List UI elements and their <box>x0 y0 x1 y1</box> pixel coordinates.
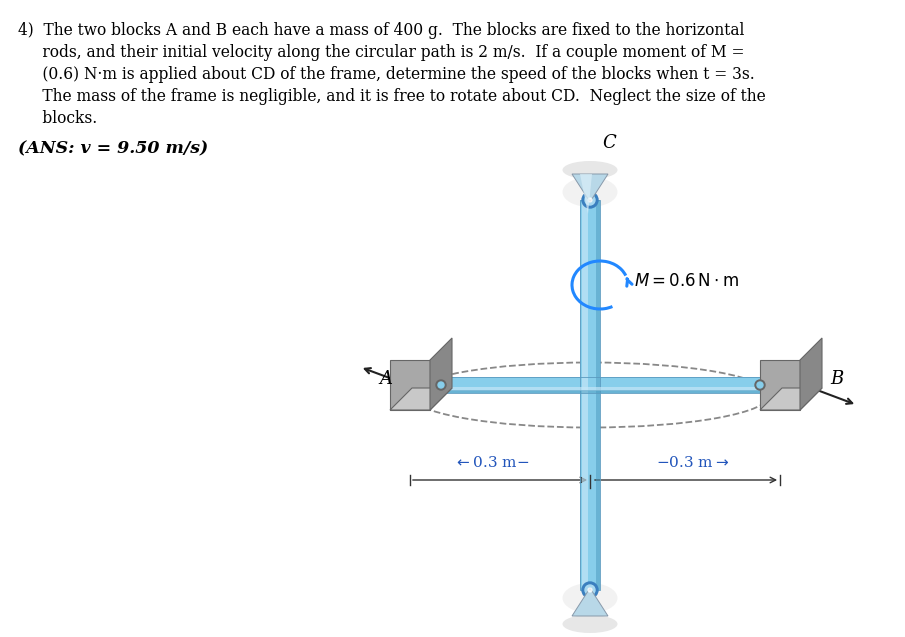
Polygon shape <box>572 588 608 616</box>
Bar <box>596 200 600 590</box>
Circle shape <box>588 198 592 202</box>
Circle shape <box>585 585 595 595</box>
Ellipse shape <box>563 583 617 613</box>
Text: (ANS: v = 9.50 m/s): (ANS: v = 9.50 m/s) <box>18 140 208 157</box>
Text: A: A <box>379 370 392 388</box>
Circle shape <box>755 380 765 390</box>
Bar <box>390 360 430 410</box>
Bar <box>760 360 800 410</box>
Text: B: B <box>830 370 843 388</box>
Polygon shape <box>760 388 822 410</box>
Text: C: C <box>602 134 615 152</box>
Bar <box>430 390 760 393</box>
Polygon shape <box>580 174 592 214</box>
Bar <box>580 200 600 590</box>
Bar <box>580 200 600 590</box>
Ellipse shape <box>563 615 617 633</box>
Ellipse shape <box>563 161 617 179</box>
Polygon shape <box>800 338 822 410</box>
Text: blocks.: blocks. <box>18 110 97 127</box>
Text: $\leftarrow$0.3 m$-$: $\leftarrow$0.3 m$-$ <box>454 455 529 470</box>
Circle shape <box>582 582 598 598</box>
Text: $M = 0.6\,\mathrm{N \cdot m}$: $M = 0.6\,\mathrm{N \cdot m}$ <box>634 273 738 289</box>
Bar <box>430 377 760 393</box>
Text: 4)  The two blocks A and B each have a mass of 400 g.  The blocks are fixed to t: 4) The two blocks A and B each have a ma… <box>18 22 745 39</box>
Text: $-$0.3 m$\rightarrow$: $-$0.3 m$\rightarrow$ <box>656 455 729 470</box>
Circle shape <box>436 380 446 390</box>
Polygon shape <box>572 174 608 202</box>
Circle shape <box>585 195 595 205</box>
Circle shape <box>757 382 763 388</box>
Bar <box>430 387 760 391</box>
Text: (0.6) N·m is applied about CD of the frame, determine the speed of the blocks wh: (0.6) N·m is applied about CD of the fra… <box>18 66 755 83</box>
Ellipse shape <box>563 177 617 207</box>
Text: rods, and their initial velocity along the circular path is 2 m/s.  If a couple : rods, and their initial velocity along t… <box>18 44 745 61</box>
Bar <box>582 200 588 590</box>
Polygon shape <box>430 338 452 410</box>
Polygon shape <box>390 388 452 410</box>
Circle shape <box>582 192 598 208</box>
Text: The mass of the frame is negligible, and it is free to rotate about CD.  Neglect: The mass of the frame is negligible, and… <box>18 88 766 105</box>
Bar <box>430 377 760 393</box>
Circle shape <box>588 588 592 592</box>
Circle shape <box>438 382 444 388</box>
